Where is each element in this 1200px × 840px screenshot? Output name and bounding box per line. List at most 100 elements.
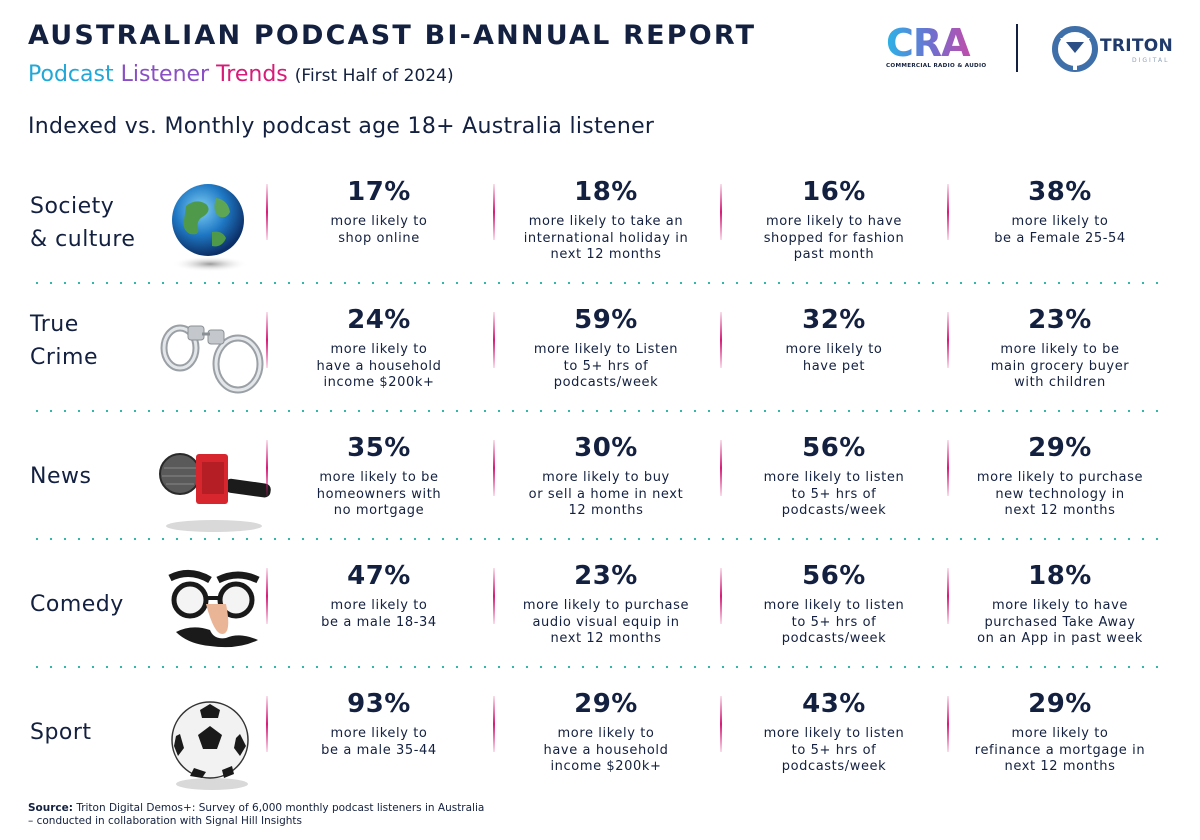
stat-percentage: 18% [574,177,638,207]
stat-cell: 29% more likely to purchase new technolog… [955,432,1165,520]
category-row: True Crime 24% more likely to have a hous… [0,304,1200,432]
stat-percentage: 59% [574,305,638,335]
column-divider [720,568,722,624]
stat-description: more likely to purchase audio visual equ… [522,598,690,646]
category-label: News [30,464,92,489]
row-separator [30,666,1160,668]
stat-cell: 18% more likely to have purchased Take Aw… [955,560,1165,648]
stat-cell: 29% more likely to refinance a mortgage i… [955,688,1165,776]
stat-cell: 16% more likely to have shopped for fashi… [729,176,939,264]
category-row: Sport 93% more likely to be a male 35-44 2… [0,688,1200,816]
subtitle-listener: Listener [120,62,210,87]
logo-divider [1016,24,1018,72]
stat-description: more likely to take an international hol… [523,214,689,262]
soccer-ball-icon [171,701,249,790]
column-divider [720,696,722,752]
stat-cell: 43% more likely to listen to 5+ hrs of po… [729,688,939,776]
stat-percentage: 23% [1028,305,1092,335]
stat-cell: 17% more likely to shop online [274,176,484,247]
stat-cell: 24% more likely to have a household incom… [274,304,484,392]
column-divider [266,568,268,624]
stat-description: more likely to listen to 5+ hrs of podca… [763,470,905,518]
category-row: Comedy 47% more likely to be a male 18-34… [0,560,1200,688]
cra-logo-tagline: COMMERCIAL RADIO & AUDIO [886,63,987,69]
column-divider [720,184,722,240]
subtitle-trends: Trends [216,62,288,87]
column-divider [720,312,722,368]
stat-cell: 56% more likely to listen to 5+ hrs of po… [729,560,939,648]
stat-description: more likely to be main grocery buyer wit… [990,342,1130,390]
column-divider [493,184,495,240]
stat-description: more likely to buy or sell a home in nex… [528,470,684,518]
stat-percentage: 16% [802,177,866,207]
report-title: AUSTRALIAN PODCAST BI-ANNUAL REPORT [28,20,757,51]
cra-logo-word: CRA [886,24,986,62]
stat-description: more likely to be homeowners with no mor… [316,470,442,518]
column-divider [266,696,268,752]
triton-logo-sub: DIGITAL [1132,57,1170,64]
stat-percentage: 56% [802,433,866,463]
stat-description: more likely to refinance a mortgage in n… [974,726,1146,774]
column-divider [720,440,722,496]
stat-description: more likely to shop online [330,214,428,246]
stat-percentage: 23% [574,561,638,591]
stat-description: more likely to have shopped for fashion … [763,214,905,262]
category-label: Comedy [30,592,124,617]
category-label: Sport [30,720,92,745]
column-divider [266,312,268,368]
column-divider [266,440,268,496]
stat-cell: 38% more likely to be a Female 25-54 [955,176,1165,247]
stat-description: more likely to have pet [785,342,883,374]
row-separator [30,538,1160,540]
stat-percentage: 30% [574,433,638,463]
stat-percentage: 24% [347,305,411,335]
microphone-icon [159,453,271,532]
stat-cell: 59% more likely to Listen to 5+ hrs of po… [501,304,711,392]
row-separator [30,282,1160,284]
source-line2: – conducted in collaboration with Signal… [28,815,303,827]
globe-icon [172,184,248,272]
stat-cell: 18% more likely to take an international … [501,176,711,264]
stat-percentage: 47% [347,561,411,591]
stat-description: more likely to Listen to 5+ hrs of podca… [533,342,679,390]
stat-percentage: 43% [802,689,866,719]
stat-percentage: 29% [574,689,638,719]
column-divider [947,568,949,624]
cra-logo: CRA COMMERCIAL RADIO & AUDIO [886,24,986,69]
category-label: True Crime [30,312,98,370]
stat-description: more likely to purchase new technology i… [976,470,1144,518]
subtitle-podcast: Podcast [28,62,114,87]
stat-description: more likely to be a Female 25-54 [994,214,1126,246]
source-label: Source: [28,802,73,814]
stat-percentage: 35% [347,433,411,463]
stat-percentage: 18% [1028,561,1092,591]
stat-cell: 23% more likely to be main grocery buyer … [955,304,1165,392]
stat-percentage: 29% [1028,433,1092,463]
stat-cell: 35% more likely to be homeowners with no … [274,432,484,520]
stat-cell: 47% more likely to be a male 18-34 [274,560,484,631]
stat-percentage: 29% [1028,689,1092,719]
stat-description: more likely to listen to 5+ hrs of podca… [763,598,905,646]
source-line1: Triton Digital Demos+: Survey of 6,000 m… [76,802,485,814]
stat-cell: 30% more likely to buy or sell a home in … [501,432,711,520]
stat-cell: 56% more likely to listen to 5+ hrs of po… [729,432,939,520]
column-divider [493,312,495,368]
row-separator [30,410,1160,412]
stat-cell: 29% more likely to have a household incom… [501,688,711,776]
category-row: Society & culture 17% more likely to shop… [0,176,1200,304]
column-divider [947,696,949,752]
stat-cell: 93% more likely to be a male 35-44 [274,688,484,759]
stat-description: more likely to have purchased Take Away … [977,598,1143,646]
column-divider [493,568,495,624]
column-divider [947,184,949,240]
report-subtitle: Podcast Listener Trends (First Half of 2… [28,62,454,87]
column-divider [947,312,949,368]
stat-description: more likely to have a household income $… [316,342,442,390]
handcuffs-icon [160,324,264,394]
stat-cell: 23% more likely to purchase audio visual … [501,560,711,648]
stat-percentage: 32% [802,305,866,335]
triton-logo-word: TRITON [1100,36,1174,56]
partner-logos: CRA COMMERCIAL RADIO & AUDIO TRITON DIGI… [886,24,1176,76]
stat-percentage: 56% [802,561,866,591]
column-divider [493,440,495,496]
